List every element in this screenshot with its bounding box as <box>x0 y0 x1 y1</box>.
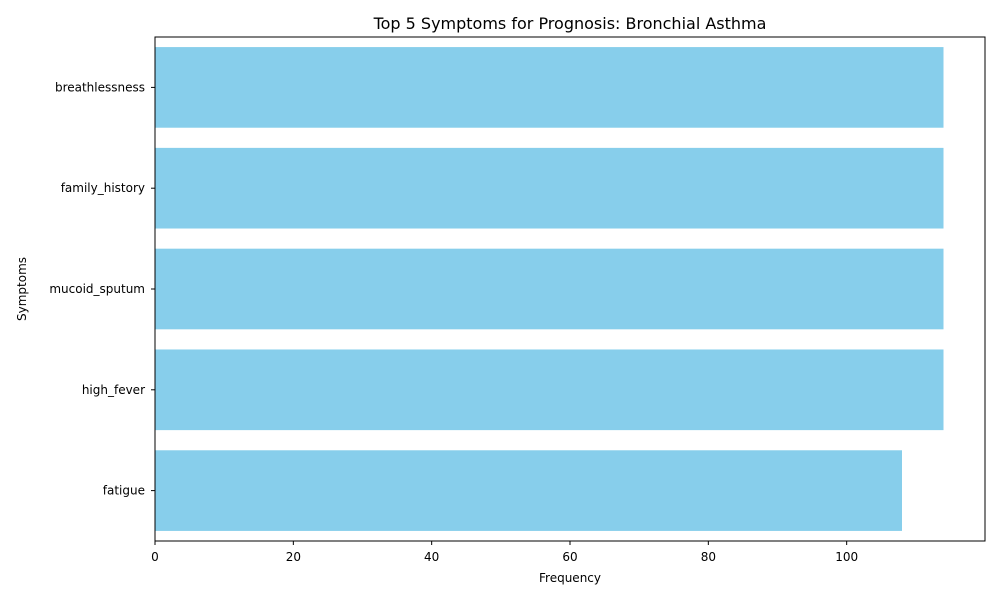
x-tick-label: 100 <box>835 550 858 564</box>
plot-frame <box>154 36 986 542</box>
y-tick-label: breathlessness <box>55 80 145 94</box>
bar-mucoid-sputum <box>155 248 944 330</box>
y-tick-label: fatigue <box>103 484 145 498</box>
y-axis-label: Symptoms <box>15 257 29 321</box>
bar-family-history <box>155 147 944 229</box>
x-axis-label: Frequency <box>539 571 601 585</box>
y-tick-label: mucoid_sputum <box>49 282 145 296</box>
x-tick-label: 80 <box>701 550 716 564</box>
x-axis-ticks: 0 20 40 60 80 100 <box>151 541 858 564</box>
y-axis-ticks: breathlessness family_history mucoid_sputu… <box>49 80 155 498</box>
x-tick-label: 0 <box>151 550 159 564</box>
y-tick-label: family_history <box>61 181 145 195</box>
bar-high-fever <box>155 349 944 431</box>
bar-breathlessness <box>155 47 944 128</box>
x-tick-label: 40 <box>424 550 439 564</box>
y-tick-label: high_fever <box>82 383 145 397</box>
x-tick-label: 60 <box>562 550 577 564</box>
x-tick-label: 20 <box>286 550 301 564</box>
bar-fatigue <box>155 450 902 531</box>
bars-group <box>155 47 944 531</box>
chart-title: Top 5 Symptoms for Prognosis: Bronchial … <box>373 14 767 33</box>
